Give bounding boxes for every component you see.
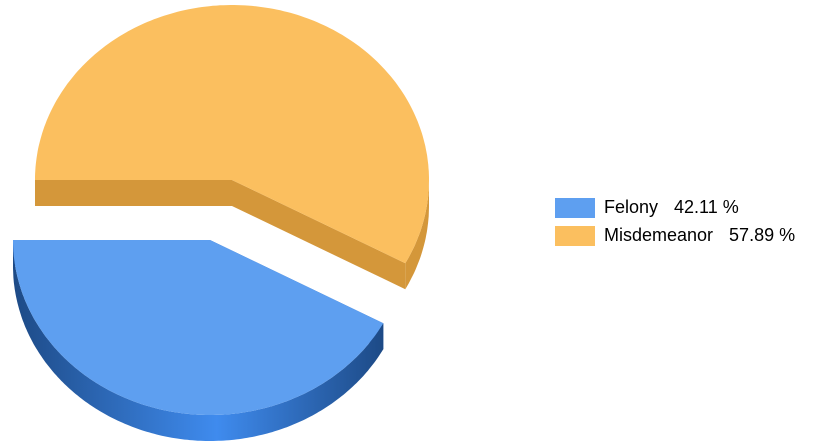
- legend: Felony 42.11 % Misdemeanor 57.89 %: [555, 197, 795, 246]
- slice: [35, 5, 429, 264]
- legend-swatch: [555, 226, 595, 246]
- slice-edge: [232, 180, 406, 290]
- slice-side: [405, 180, 429, 290]
- legend-label: Misdemeanor: [604, 225, 713, 245]
- legend-label: Felony: [604, 197, 658, 217]
- legend-value: 42.11 %: [674, 197, 739, 217]
- slice-edge: [35, 180, 232, 206]
- legend-value: 57.89 %: [729, 225, 795, 245]
- legend-swatch: [555, 198, 595, 218]
- slice-side: [13, 240, 384, 441]
- slice: [13, 240, 384, 415]
- pie: [13, 5, 429, 441]
